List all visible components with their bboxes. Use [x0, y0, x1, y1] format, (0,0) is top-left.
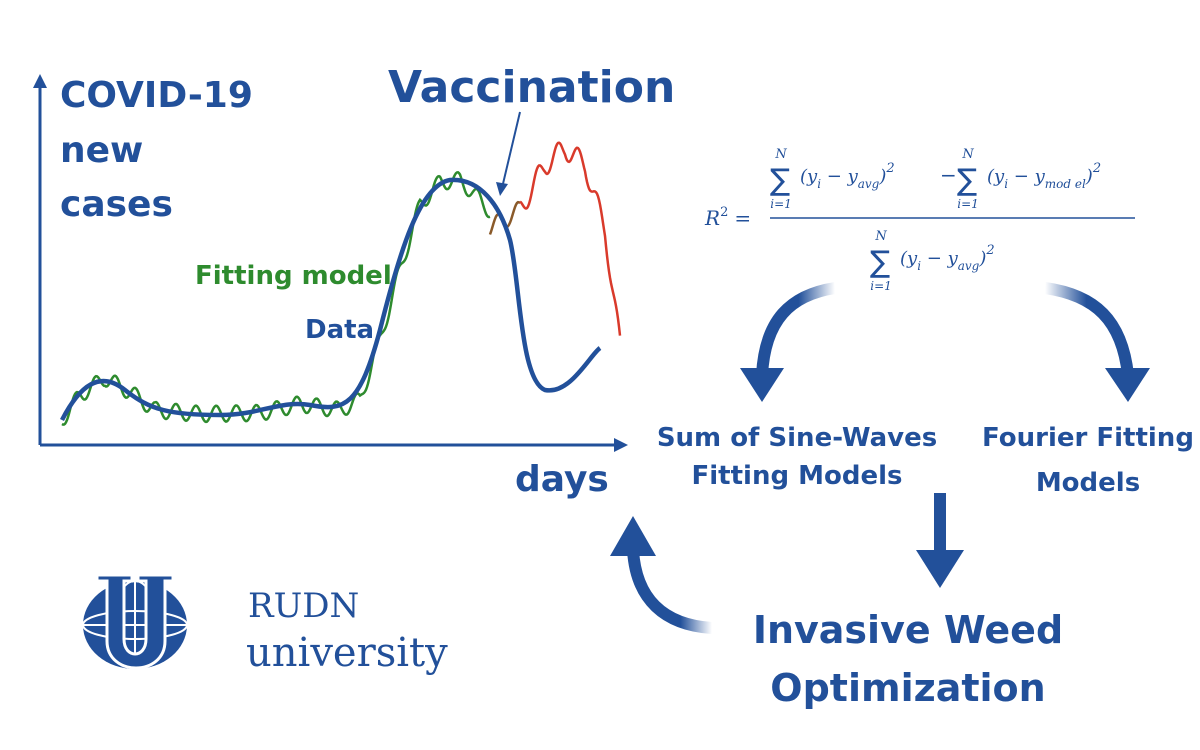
term: (yi − yavg)2 — [900, 243, 995, 273]
term-part: avg — [858, 177, 880, 191]
x-label: days — [515, 459, 609, 500]
term-part: avg — [958, 259, 980, 273]
term-part: (y — [900, 248, 918, 269]
arrowhead — [740, 368, 784, 402]
term-part: (y — [987, 166, 1005, 187]
arrow — [756, 282, 837, 376]
logo-sub: university — [246, 630, 448, 676]
fit-curve-vaccination — [519, 141, 622, 336]
logo-name: RUDN — [248, 586, 359, 626]
formula-lhs: R2 = — [704, 205, 751, 230]
logo: RUDN university — [82, 573, 448, 676]
optimizer-label: Invasive Weed — [753, 608, 1063, 652]
legend-data: Data — [305, 315, 374, 345]
upper: N — [961, 147, 974, 162]
method-label: Fitting Models — [692, 461, 903, 491]
data-curve — [59, 177, 602, 422]
upper: N — [774, 147, 787, 162]
legend-fit: Fitting model — [195, 261, 392, 291]
term-part: (y — [800, 166, 818, 187]
x-arrow — [614, 438, 628, 452]
equals: = — [734, 206, 751, 230]
y-label: cases — [60, 184, 173, 225]
term-part: i — [917, 259, 921, 273]
y-arrow — [33, 74, 47, 88]
lhs: R — [704, 206, 720, 230]
term-part: − y — [921, 248, 959, 269]
term-part: mod el — [1045, 177, 1086, 191]
arrow — [627, 549, 713, 634]
term-part: 2 — [1092, 161, 1101, 176]
sup: 2 — [720, 205, 728, 220]
logo-u — [95, 573, 175, 670]
term-part: ) — [978, 248, 986, 269]
lower: i=1 — [770, 197, 792, 211]
term-part: i — [817, 177, 821, 191]
lower: i=1 — [957, 197, 979, 211]
y-label: COVID-19 — [60, 75, 253, 116]
optimizer-label: Optimization — [770, 666, 1045, 710]
annotation: Vaccination — [388, 62, 675, 113]
y-label: new — [60, 130, 143, 171]
arrow — [1044, 282, 1134, 376]
annotation-arrow — [501, 111, 521, 189]
sigma: ∑ — [957, 163, 977, 198]
term-part: ) — [1085, 166, 1093, 187]
term-part: 2 — [885, 161, 894, 176]
operator: − — [940, 163, 957, 187]
sigma: ∑ — [770, 163, 790, 198]
term: (yi − yavg)2 — [800, 161, 895, 191]
arrowhead — [916, 550, 964, 588]
method-label: Fourier Fitting — [982, 423, 1194, 453]
fit-curve — [61, 171, 491, 426]
formula: R2 = ∑Ni=1(yi − yavg)2 − ∑Ni=1(yi − ymod … — [704, 147, 1135, 293]
term: (yi − ymod el)2 — [987, 161, 1101, 191]
arrowhead — [1105, 368, 1150, 402]
method-label: Models — [1036, 468, 1140, 498]
term-part: ) — [878, 166, 886, 187]
term-part: 2 — [985, 243, 994, 258]
arrowhead — [610, 516, 656, 556]
method-label: Sum of Sine-Waves — [657, 423, 937, 453]
annotation-arrowhead — [496, 182, 508, 196]
term-part: − y — [821, 166, 859, 187]
upper: N — [874, 229, 887, 244]
term-part: i — [1004, 177, 1008, 191]
term-part: − y — [1008, 166, 1046, 187]
lower: i=1 — [870, 279, 892, 293]
sigma: ∑ — [870, 245, 890, 280]
